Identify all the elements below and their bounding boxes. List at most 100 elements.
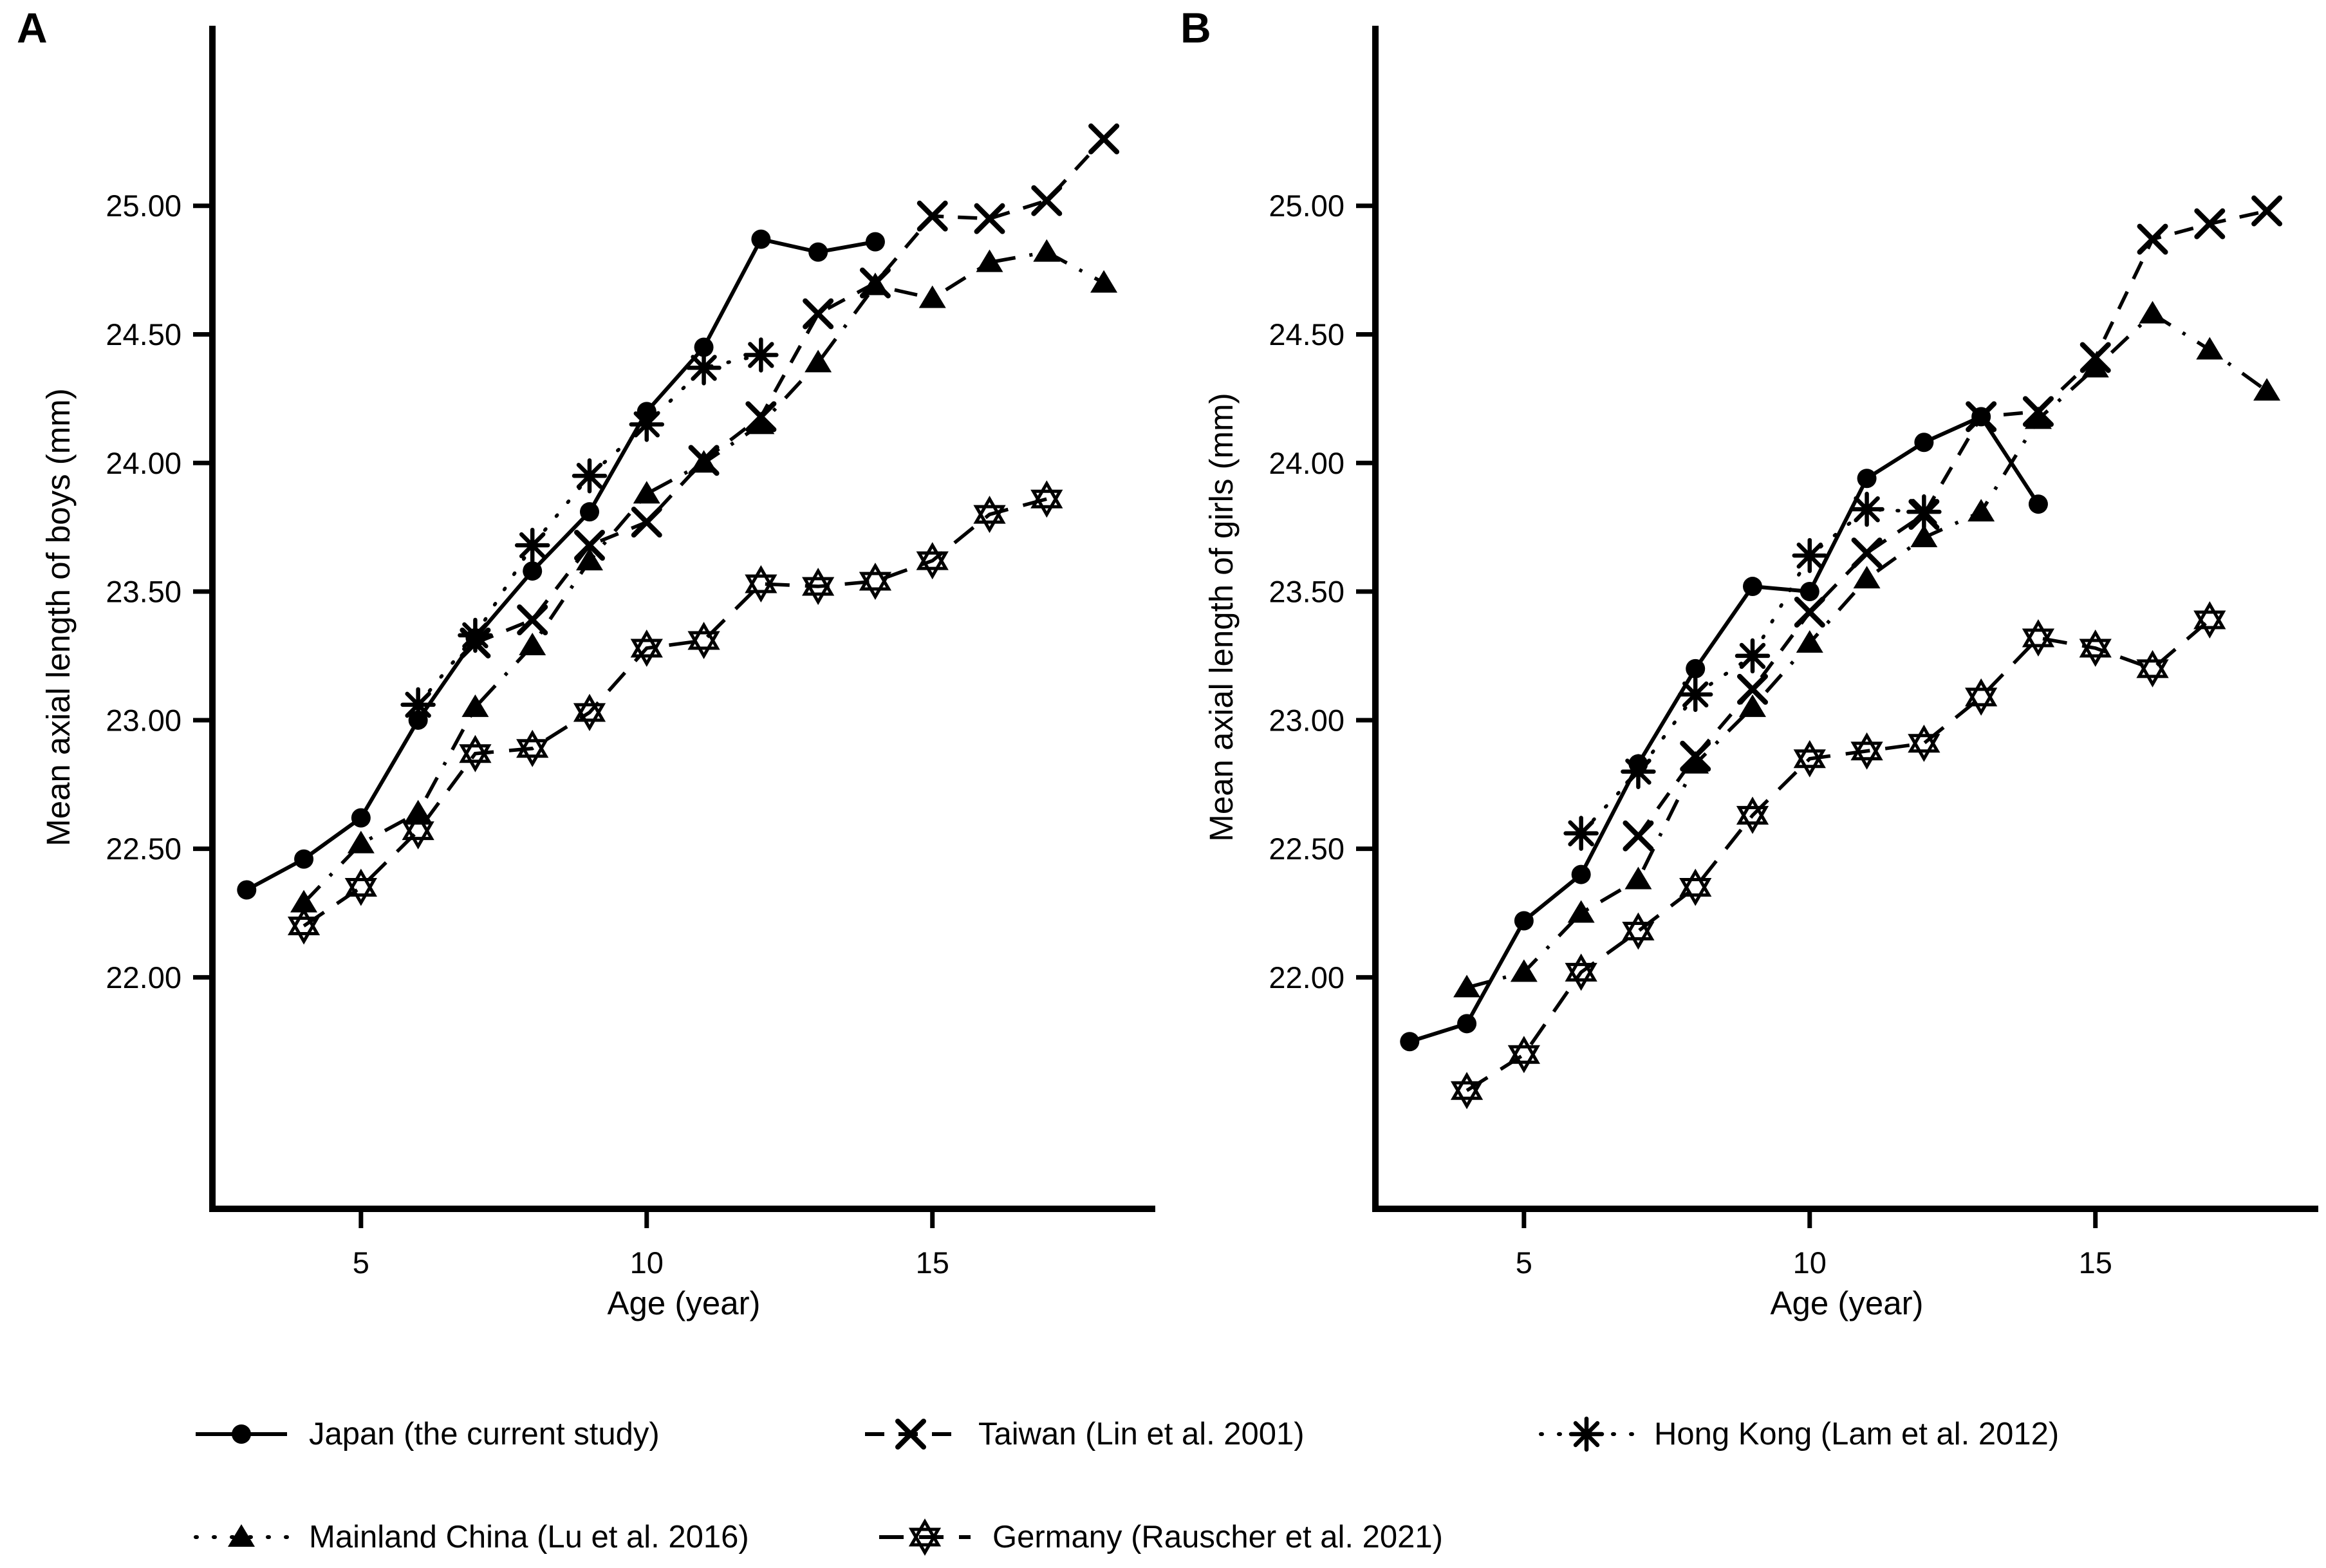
china-marker	[976, 249, 1003, 272]
x-tick-label: 15	[2079, 1246, 2112, 1280]
japan-line	[1409, 414, 2040, 1044]
hongkong-marker	[1677, 677, 1713, 713]
china-marker	[2196, 337, 2224, 360]
china-marker	[1510, 959, 1538, 982]
japan-marker	[1743, 577, 1762, 597]
china-marker	[918, 285, 946, 308]
japan-marker	[523, 561, 543, 581]
germany-marker	[1450, 1072, 1484, 1110]
japan-line	[245, 237, 876, 892]
germany-marker	[859, 563, 892, 601]
y-tick-label: 23.00	[1269, 703, 1344, 737]
hongkong-marker	[743, 337, 779, 373]
japan-marker	[1571, 864, 1591, 884]
legend-item-hongkong: Hong Kong (Lam et al. 2012)	[1538, 1412, 2059, 1457]
series-hongkong	[400, 337, 779, 723]
series-germany	[1450, 601, 2226, 1110]
series-hongkong	[1563, 491, 1942, 851]
y-tick-label: 24.50	[106, 317, 181, 351]
germany-marker	[287, 907, 321, 945]
series-germany	[287, 480, 1063, 945]
china-marker	[747, 411, 775, 434]
germany-marker	[2193, 601, 2226, 639]
japan-marker	[1686, 658, 1706, 678]
y-tick-label: 22.50	[1269, 832, 1344, 866]
japan-marker	[1857, 469, 1877, 489]
china-marker	[1624, 866, 1652, 890]
germany-marker	[1850, 732, 1883, 770]
germany-marker	[1030, 480, 1063, 518]
japan-marker	[294, 849, 314, 869]
taiwan-marker	[1737, 673, 1768, 705]
taiwan-line	[1637, 209, 2267, 837]
germany-marker	[402, 812, 434, 850]
china-marker	[2081, 355, 2109, 378]
legend-item-germany: Germany (Rauscher et al. 2021)	[877, 1515, 1443, 1560]
series-taiwan	[1623, 195, 2283, 852]
japan-marker	[694, 337, 714, 357]
china-marker	[290, 890, 318, 913]
x-tick-label: 15	[916, 1246, 949, 1280]
hongkong-marker	[1906, 494, 1942, 530]
legend-label-china: Mainland China (Lu et al. 2016)	[309, 1520, 749, 1554]
legend-item-china: Mainland China (Lu et al. 2016)	[193, 1515, 749, 1560]
taiwan-marker	[803, 298, 834, 330]
legend-item-japan: Japan (the current study)	[193, 1412, 660, 1457]
y-tick-label: 22.00	[1269, 960, 1344, 994]
germany-line	[1465, 618, 2211, 1092]
taiwan-marker	[631, 507, 662, 538]
germany-legend-marker	[908, 1518, 942, 1556]
taiwan-marker	[1794, 597, 1825, 628]
germany-marker	[745, 565, 777, 603]
chart-girls: 22.00 22.50 23.00 23.50 24.00 24.50 25.00 5 10 15…	[1203, 26, 2318, 1321]
taiwan-marker	[574, 530, 605, 561]
taiwan-marker	[974, 203, 1005, 234]
china-line-triangle-icon	[194, 1524, 289, 1547]
x-axis-title: Age (year)	[1770, 1285, 1923, 1321]
germany-marker	[573, 693, 606, 731]
y-tick-label: 25.00	[1269, 189, 1344, 223]
taiwan-marker	[2194, 208, 2226, 239]
hongkong-marker	[629, 407, 665, 442]
germany-marker	[973, 496, 1006, 534]
taiwan-marker	[1623, 820, 1654, 852]
japan-marker	[580, 502, 599, 522]
china-marker	[1796, 630, 1823, 653]
germany-line-hexagram-icon	[879, 1518, 971, 1556]
china-marker	[633, 481, 660, 504]
germany-marker	[1965, 678, 1998, 716]
china-marker	[1453, 975, 1481, 998]
y-tick-label: 23.50	[1269, 575, 1344, 609]
legend-label-japan: Japan (the current study)	[309, 1417, 660, 1451]
japan-marker	[1914, 433, 1934, 453]
china-marker	[576, 548, 603, 571]
japan-marker	[1514, 911, 1534, 931]
y-tick-label: 23.50	[106, 575, 181, 609]
taiwan-legend-marker	[895, 1419, 926, 1450]
hongkong-marker	[1621, 754, 1656, 789]
germany-marker	[2022, 619, 2055, 657]
china-marker	[461, 694, 489, 717]
taiwan-marker	[2251, 195, 2283, 227]
y-tick-label: 22.00	[106, 960, 181, 994]
legend-item-taiwan: Taiwan (Lin et al. 2001)	[862, 1412, 1305, 1457]
japan-marker	[865, 232, 885, 252]
panel-a-label: A	[17, 4, 48, 51]
hongkong-legend-marker	[1568, 1416, 1605, 1452]
hongkong-marker	[1849, 491, 1884, 527]
taiwan-marker	[517, 604, 548, 635]
y-tick-label: 24.00	[1269, 446, 1344, 480]
japan-marker	[2028, 494, 2048, 514]
hongkong-marker	[1563, 816, 1599, 851]
x-axis-title: Age (year)	[607, 1285, 760, 1321]
germany-marker	[687, 621, 720, 659]
hongkong-marker	[400, 687, 436, 723]
china-marker	[1682, 751, 1709, 774]
germany-marker	[1565, 953, 1597, 991]
china-marker	[519, 632, 546, 655]
y-axis-title: Mean axial length of girls (mm)	[1203, 393, 1240, 841]
hongkong-marker	[458, 617, 493, 653]
taiwan-line-x-icon	[865, 1419, 956, 1450]
y-axis-title: Mean axial length of boys (mm)	[40, 388, 77, 846]
